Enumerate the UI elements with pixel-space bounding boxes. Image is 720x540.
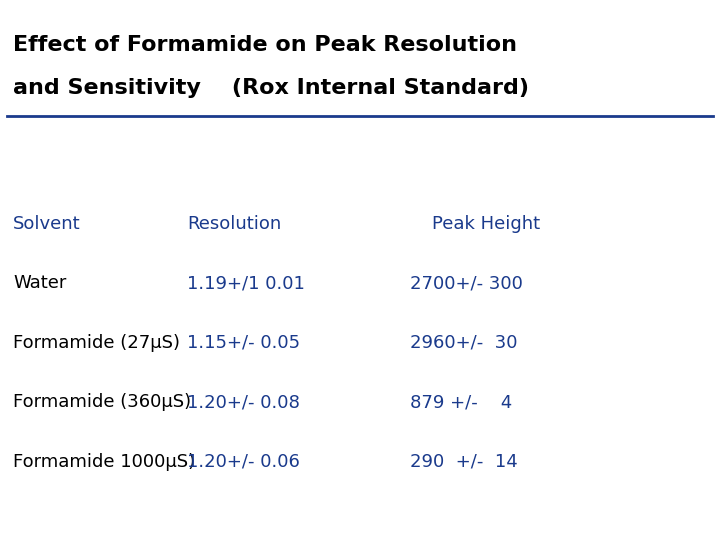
Text: Formamide (360μS): Formamide (360μS) xyxy=(13,393,191,411)
Text: Water: Water xyxy=(13,274,66,293)
Text: Peak Height: Peak Height xyxy=(432,215,540,233)
Text: 1.15+/- 0.05: 1.15+/- 0.05 xyxy=(187,334,300,352)
Text: Formamide (27μS): Formamide (27μS) xyxy=(13,334,180,352)
Text: 1.19+/1 0.01: 1.19+/1 0.01 xyxy=(187,274,305,293)
Text: 2700+/- 300: 2700+/- 300 xyxy=(410,274,523,293)
Text: 879 +/-    4: 879 +/- 4 xyxy=(410,393,513,411)
Text: Resolution: Resolution xyxy=(187,215,282,233)
Text: 1.20+/- 0.08: 1.20+/- 0.08 xyxy=(187,393,300,411)
Text: 290  +/-  14: 290 +/- 14 xyxy=(410,453,518,471)
Text: Solvent: Solvent xyxy=(13,215,81,233)
Text: Formamide 1000μS): Formamide 1000μS) xyxy=(13,453,195,471)
Text: Effect of Formamide on Peak Resolution: Effect of Formamide on Peak Resolution xyxy=(13,35,517,55)
Text: 1.20+/- 0.06: 1.20+/- 0.06 xyxy=(187,453,300,471)
Text: 2960+/-  30: 2960+/- 30 xyxy=(410,334,518,352)
Text: and Sensitivity    (Rox Internal Standard): and Sensitivity (Rox Internal Standard) xyxy=(13,78,529,98)
